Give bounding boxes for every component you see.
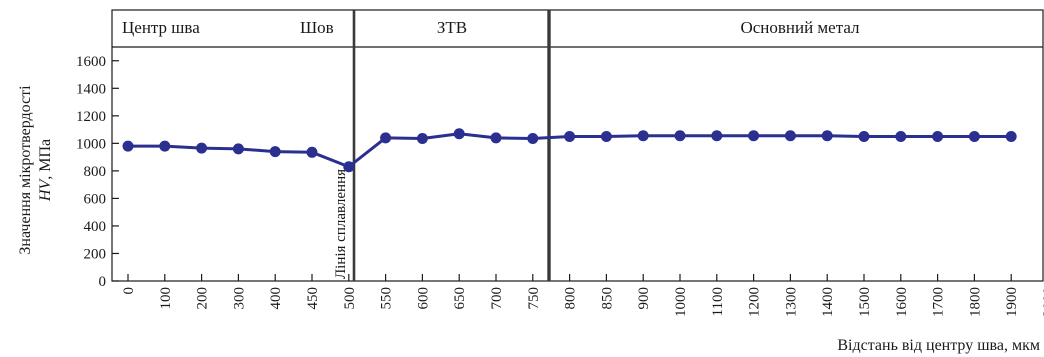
data-point xyxy=(711,130,723,142)
data-point xyxy=(637,130,649,142)
data-point xyxy=(232,143,244,155)
data-point xyxy=(453,128,465,140)
y-tick-label: 600 xyxy=(84,191,107,207)
x-tick-label: 400 xyxy=(268,287,284,310)
data-point xyxy=(416,133,428,145)
y-tick-label: 1600 xyxy=(76,54,106,70)
data-point xyxy=(343,161,355,173)
y-axis-title-line1: Значення мікротвердості xyxy=(17,85,34,255)
x-tick-label: 0 xyxy=(121,287,137,295)
x-tick-label: 600 xyxy=(415,287,431,310)
x-tick-label: 1200 xyxy=(747,287,763,317)
x-tick-label: 1900 xyxy=(1004,287,1020,317)
x-tick-label: 450 xyxy=(305,287,321,310)
data-point xyxy=(564,130,576,142)
data-point xyxy=(895,130,907,142)
data-point xyxy=(196,142,208,154)
x-tick-label: 800 xyxy=(563,287,579,310)
fusion-line-label: Лінія сплавлення xyxy=(333,169,349,279)
zone-label-haz: ЗТВ xyxy=(437,18,467,37)
data-point xyxy=(600,130,612,142)
data-point xyxy=(269,146,281,158)
x-tick-label: 1400 xyxy=(820,287,836,317)
x-tick-label: 1500 xyxy=(857,287,873,317)
y-tick-label: 1000 xyxy=(76,136,106,152)
x-tick-label: 1600 xyxy=(894,287,910,317)
data-point xyxy=(748,130,760,142)
data-point xyxy=(674,130,686,142)
x-tick-label: 1000 xyxy=(673,287,689,317)
y-tick-label: 1400 xyxy=(76,81,106,97)
x-tick-label: 700 xyxy=(489,287,505,310)
y-tick-label: 400 xyxy=(84,219,107,235)
plot-frame xyxy=(111,9,1044,282)
x-tick-label: 1100 xyxy=(710,287,726,316)
data-point xyxy=(858,130,870,142)
y-tick-label: 800 xyxy=(84,164,107,180)
x-axis-title: Відстань від центру шва, мкм xyxy=(837,337,1040,354)
x-tick-label: 850 xyxy=(599,287,615,310)
x-tick-label: 750 xyxy=(526,287,542,310)
data-point xyxy=(527,133,539,145)
y-axis-title-hv: HV xyxy=(37,178,54,203)
x-tick-label: 900 xyxy=(636,287,652,310)
x-tick-label: 2000 xyxy=(1041,287,1044,317)
zone-label-weld-center: Центр шва xyxy=(122,18,200,37)
data-point xyxy=(784,130,796,142)
data-point xyxy=(1005,130,1017,142)
y-tick-label: 0 xyxy=(99,274,107,290)
data-point xyxy=(380,132,392,144)
y-tick-label: 200 xyxy=(84,246,107,262)
x-tick-label: 300 xyxy=(231,287,247,310)
data-point xyxy=(122,140,134,152)
data-point xyxy=(159,140,171,152)
x-tick-label: 650 xyxy=(452,287,468,310)
y-axis-title-line2: HV, МПа xyxy=(37,139,54,202)
x-tick-label: 1800 xyxy=(967,287,983,317)
x-tick-label: 1700 xyxy=(931,287,947,317)
x-tick-label: 1300 xyxy=(783,287,799,317)
data-point xyxy=(306,146,318,158)
zone-label-base-metal: Основний метал xyxy=(740,18,860,37)
x-tick-label: 100 xyxy=(158,287,174,310)
data-point xyxy=(821,130,833,142)
data-point xyxy=(968,130,980,142)
data-point xyxy=(932,130,944,142)
y-tick-label: 1200 xyxy=(76,109,106,125)
x-tick-label: 200 xyxy=(195,287,211,310)
x-tick-label: 500 xyxy=(342,287,358,310)
zone-label-weld: Шов xyxy=(300,18,334,37)
x-tick-label: 550 xyxy=(379,287,395,310)
data-point xyxy=(490,132,502,144)
y-axis-title-unit: , МПа xyxy=(37,139,54,180)
